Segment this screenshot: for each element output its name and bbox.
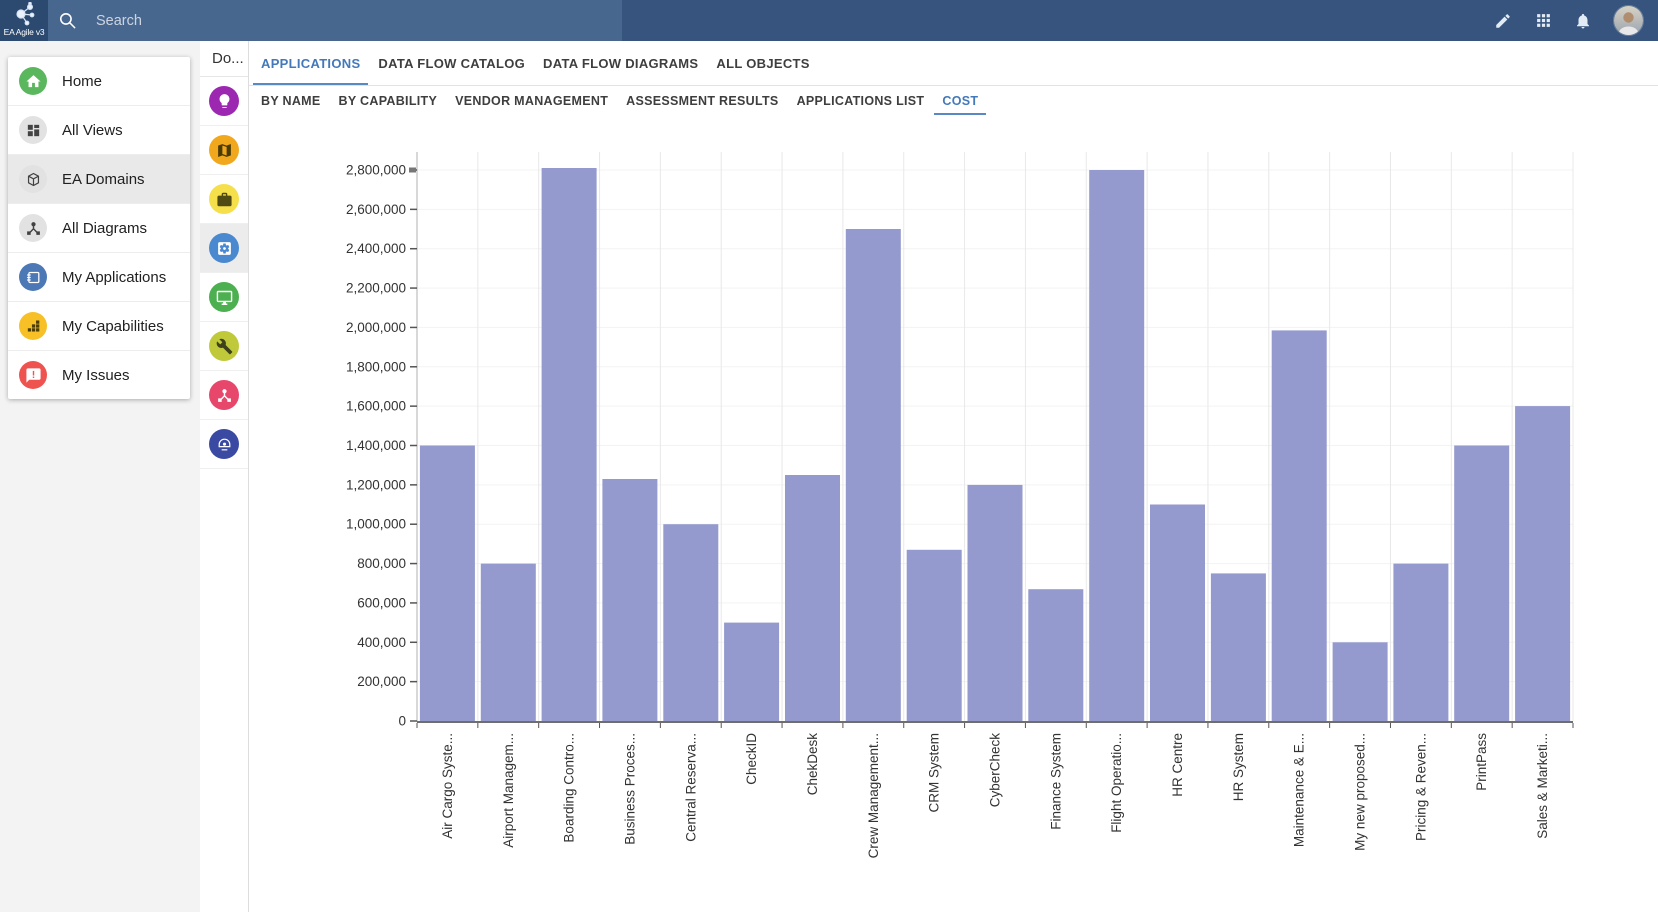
tab-data-flow-catalog[interactable]: DATA FLOW CATALOG <box>378 55 526 71</box>
search-icon <box>59 12 76 29</box>
pencil-icon <box>1496 13 1510 28</box>
bar-HR-Centre[interactable] <box>1150 504 1205 722</box>
apps-grid-button[interactable] <box>1533 11 1553 31</box>
hierarchy-icon <box>209 380 239 410</box>
bar-Pricing-Reven-[interactable] <box>1393 563 1449 721</box>
bar-CyberCheck[interactable] <box>967 484 1023 721</box>
briefcase-icon <box>209 184 239 214</box>
user-avatar[interactable] <box>1613 5 1644 36</box>
main-menu: Home All Views EA Domains All Diagrams M… <box>8 57 190 399</box>
sidebar-item-label: My Capabilities <box>62 317 164 335</box>
subtab-cost[interactable]: COST <box>934 87 987 115</box>
domain-rail: Do... <box>200 41 249 912</box>
dome-camera-icon <box>209 429 239 459</box>
rail-item-briefcase[interactable] <box>200 175 248 224</box>
sidebar-item-ea-domains[interactable]: EA Domains <box>8 154 190 203</box>
application-window-icon <box>19 263 47 291</box>
rail-item-dome-camera[interactable] <box>200 420 248 469</box>
sidebar-item-home[interactable]: Home <box>8 57 190 105</box>
lightbulb-icon <box>209 86 239 116</box>
primary-tabs: APPLICATIONS DATA FLOW CATALOG DATA FLOW… <box>249 41 1658 86</box>
rail-item-wrench[interactable] <box>200 322 248 371</box>
tab-data-flow-diagrams[interactable]: DATA FLOW DIAGRAMS <box>543 55 699 71</box>
cube-icon <box>19 165 47 193</box>
top-bar: EA Agile v3 <box>0 0 1658 42</box>
search-bar <box>48 0 622 42</box>
search-input[interactable] <box>77 0 622 42</box>
bar-HR-System[interactable] <box>1210 573 1266 721</box>
edit-button[interactable] <box>1493 11 1513 31</box>
rail-title: Do... <box>200 41 248 77</box>
bar-Air-Cargo-Syste-[interactable] <box>419 445 475 722</box>
rail-items <box>200 77 248 469</box>
bar-CheckID[interactable] <box>724 622 780 721</box>
monitor-icon <box>209 282 239 312</box>
sidebar-item-my-capabilities[interactable]: My Capabilities <box>8 301 190 350</box>
sidebar-item-label: My Issues <box>62 366 130 384</box>
sidebar-item-all-diagrams[interactable]: All Diagrams <box>8 203 190 252</box>
bar-Business-Proces-[interactable] <box>602 479 658 721</box>
bar-Maintenance-E-[interactable] <box>1271 330 1327 721</box>
app-logo[interactable]: EA Agile v3 <box>0 0 48 41</box>
subtab-vendor-management[interactable]: VENDOR MANAGEMENT <box>455 94 609 108</box>
sidebar-item-my-issues[interactable]: My Issues <box>8 350 190 399</box>
views-grid-icon <box>19 116 47 144</box>
issue-bubble-icon <box>19 361 47 389</box>
bar-ChekDesk[interactable] <box>785 475 840 721</box>
bar-Airport-Managem-[interactable] <box>480 563 536 721</box>
rail-item-hierarchy[interactable] <box>200 371 248 420</box>
sidebar-item-label: EA Domains <box>62 170 145 188</box>
bar-Finance-System[interactable] <box>1028 589 1084 721</box>
subtab-by-capability[interactable]: BY CAPABILITY <box>338 94 438 108</box>
bar-Sales-Marketi-[interactable] <box>1515 406 1571 721</box>
capability-blocks-icon <box>19 312 47 340</box>
notifications-button[interactable] <box>1573 11 1593 31</box>
secondary-tabs: BY NAME BY CAPABILITY VENDOR MANAGEMENT … <box>249 87 1658 115</box>
home-icon <box>19 67 47 95</box>
sidebar-item-all-views[interactable]: All Views <box>8 105 190 154</box>
bar-Flight-Operatio-[interactable] <box>1089 170 1145 721</box>
subtab-applications-list[interactable]: APPLICATIONS LIST <box>796 94 925 108</box>
tab-all-objects[interactable]: ALL OBJECTS <box>716 55 810 71</box>
subtab-assessment-results[interactable]: ASSESSMENT RESULTS <box>626 94 779 108</box>
header-actions <box>1493 0 1644 41</box>
rail-item-lightbulb[interactable] <box>200 77 248 126</box>
sidebar-item-my-applications[interactable]: My Applications <box>8 252 190 301</box>
map-icon <box>209 135 239 165</box>
sidebar-item-label: Home <box>62 72 103 90</box>
bar-Crew-Management-[interactable] <box>845 229 901 721</box>
bell-icon <box>1577 13 1589 28</box>
rail-item-settings-app[interactable] <box>200 224 248 273</box>
logo-molecule-icon <box>16 2 35 26</box>
sidebar-item-label: My Applications <box>62 268 167 286</box>
content-area: APPLICATIONS DATA FLOW CATALOG DATA FLOW… <box>249 41 1658 912</box>
apps-grid-icon <box>1536 14 1550 27</box>
rail-item-map[interactable] <box>200 126 248 175</box>
sidebar-item-label: All Diagrams <box>62 219 148 237</box>
bar-Central-Reserva-[interactable] <box>663 524 719 721</box>
bar-My-new-proposed-[interactable] <box>1332 642 1388 721</box>
wrench-icon <box>209 331 239 361</box>
bar-PrintPass[interactable] <box>1454 445 1510 722</box>
tab-applications[interactable]: APPLICATIONS <box>253 41 369 85</box>
bar-CRM-System[interactable] <box>906 549 962 721</box>
sidebar-item-label: All Views <box>62 121 123 139</box>
bar-Boarding-Contro-[interactable] <box>541 168 597 721</box>
user-photo <box>1614 6 1643 35</box>
settings-app-icon <box>209 233 239 263</box>
logo-text: EA Agile v3 <box>3 27 45 37</box>
diagram-nodes-icon <box>19 214 47 242</box>
rail-item-monitor[interactable] <box>200 273 248 322</box>
subtab-by-name[interactable]: BY NAME <box>261 94 321 108</box>
